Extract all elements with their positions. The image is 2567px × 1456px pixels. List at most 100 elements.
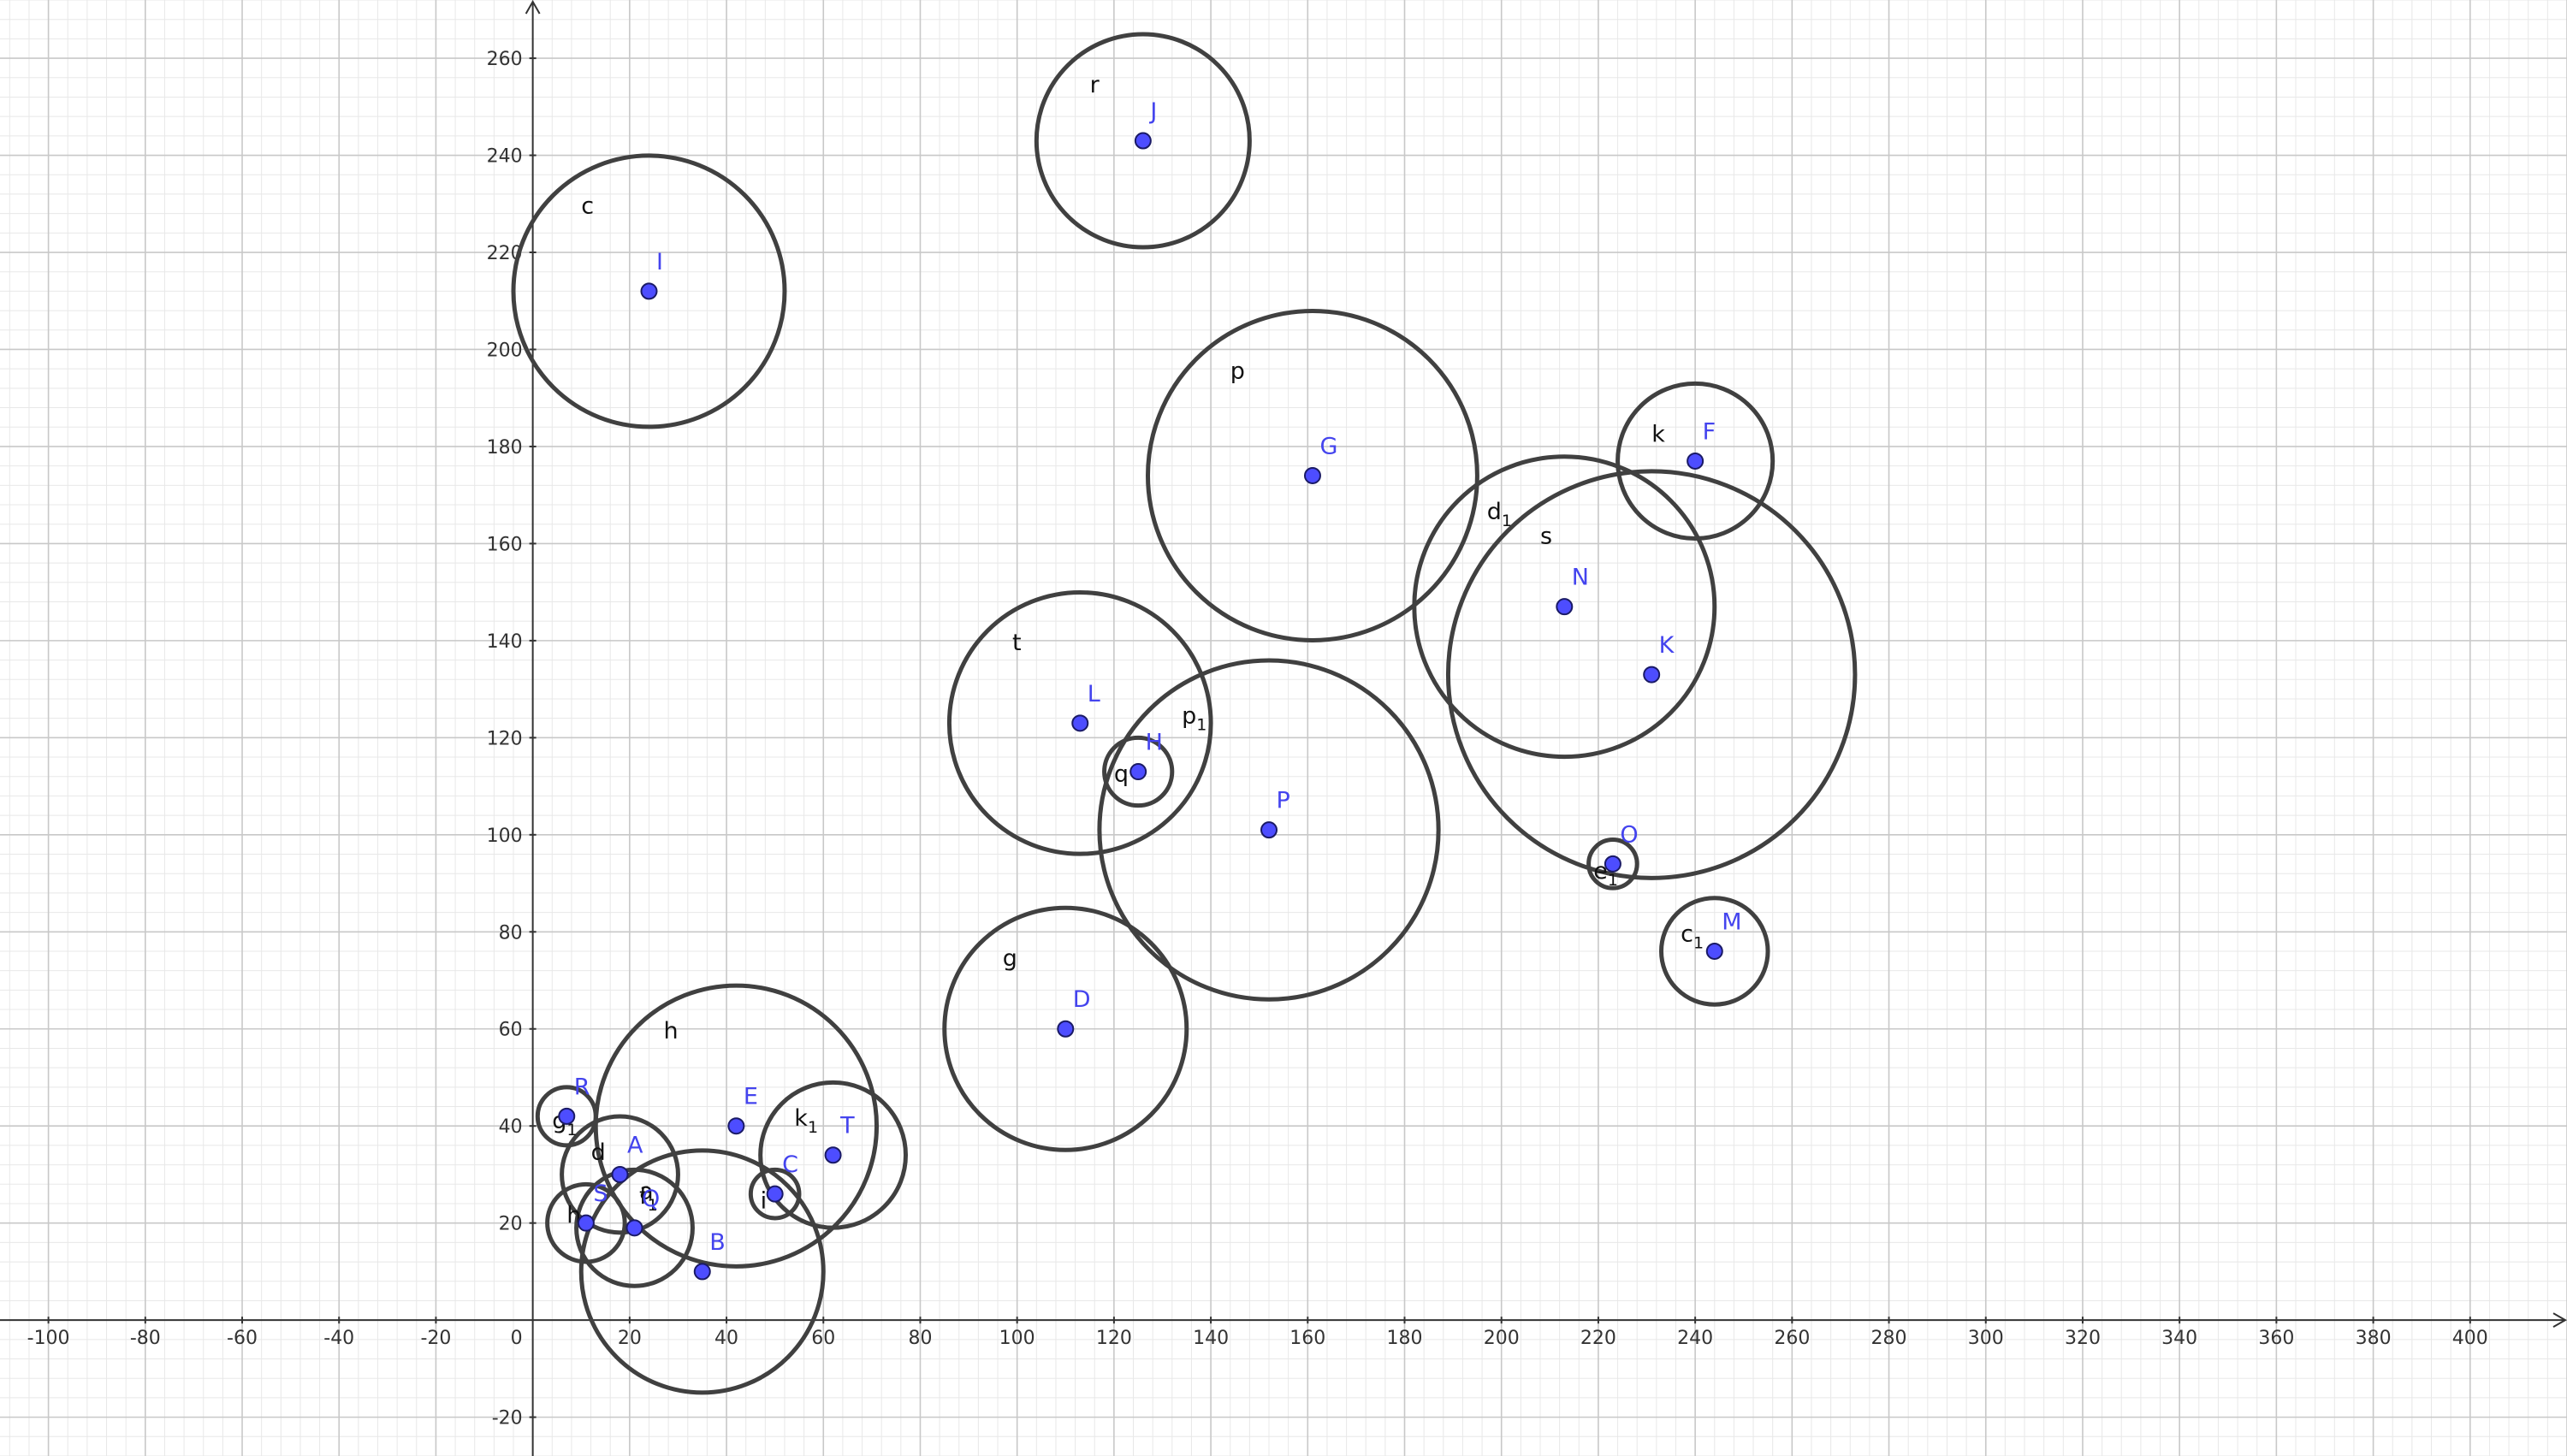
x-tick-label: 320 <box>2065 1328 2101 1349</box>
point-C[interactable] <box>766 1185 784 1203</box>
circle-d[interactable] <box>560 1114 680 1235</box>
circle-label-q: q <box>1114 761 1129 787</box>
y-tick-label: 40 <box>499 1116 523 1138</box>
y-tick-label: 120 <box>487 728 523 749</box>
circle-label-t: t <box>1012 630 1022 656</box>
point-R[interactable] <box>558 1107 576 1125</box>
point-A[interactable] <box>611 1165 629 1183</box>
x-tick-label: -60 <box>227 1328 258 1349</box>
point-T[interactable] <box>824 1146 842 1164</box>
point-label-P: P <box>1277 788 1290 814</box>
point-F[interactable] <box>1687 452 1704 470</box>
point-Q[interactable] <box>625 1219 643 1237</box>
x-tick-label: 160 <box>1289 1328 1325 1349</box>
x-tick-label: 260 <box>1774 1328 1810 1349</box>
point-P[interactable] <box>1260 821 1278 839</box>
circle-s[interactable] <box>1445 469 1858 880</box>
x-tick-label: 40 <box>714 1328 738 1349</box>
x-tick-label: -40 <box>323 1328 354 1349</box>
x-tick-label: 360 <box>2258 1328 2294 1349</box>
point-J[interactable] <box>1134 132 1152 150</box>
point-K[interactable] <box>1643 666 1661 684</box>
x-tick-label: -20 <box>420 1328 451 1349</box>
x-tick-label: 400 <box>2452 1328 2488 1349</box>
point-label-O: O <box>1620 821 1638 848</box>
circle-e1[interactable] <box>1586 837 1639 891</box>
circles-layer <box>511 32 1858 1395</box>
point-label-D: D <box>1073 986 1091 1013</box>
y-tick-label: 20 <box>499 1214 523 1235</box>
point-label-A: A <box>627 1132 643 1158</box>
x-tick-label: 220 <box>1580 1328 1616 1349</box>
y-tick-label: 260 <box>487 49 523 70</box>
point-G[interactable] <box>1303 466 1321 484</box>
circle-label-k1: k1 <box>794 1105 818 1137</box>
circle-label-d: d <box>591 1139 606 1166</box>
point-label-C: C <box>782 1151 798 1178</box>
circle-g1[interactable] <box>535 1085 598 1148</box>
y-axis-arrow <box>525 0 541 15</box>
points-layer <box>558 132 1723 1281</box>
point-label-Q: Q <box>642 1186 660 1212</box>
circle-h1[interactable] <box>545 1181 627 1264</box>
circle-p[interactable] <box>1146 309 1479 642</box>
circle-c[interactable] <box>511 153 787 429</box>
point-label-R: R <box>574 1074 590 1100</box>
y-tick-label: 80 <box>499 922 523 944</box>
circle-labels-layer: crpkd1stp1qe1c1ghk1g1df1h1ia <box>552 72 1704 1234</box>
point-label-G: G <box>1319 433 1337 459</box>
point-D[interactable] <box>1057 1020 1075 1038</box>
circle-q[interactable] <box>1102 735 1175 808</box>
point-label-M: M <box>1722 909 1741 935</box>
y-tick-label: 60 <box>499 1020 523 1041</box>
circle-label-e1: e1 <box>1593 858 1618 890</box>
point-label-B: B <box>709 1229 726 1256</box>
point-O[interactable] <box>1604 855 1621 873</box>
x-axis-arrow <box>2552 1312 2567 1329</box>
tick-labels: -100 -80 -60 -40 -20 20 40 60 80 100 120 140 160 180 2… <box>27 49 2488 1429</box>
point-M[interactable] <box>1705 942 1723 960</box>
y-tick-label: 140 <box>487 631 523 653</box>
x-tick-label: 240 <box>1677 1328 1713 1349</box>
circle-g[interactable] <box>942 905 1189 1152</box>
point-label-F: F <box>1703 418 1716 445</box>
circle-d1[interactable] <box>1412 454 1717 760</box>
x-tick-label: 120 <box>1096 1328 1132 1349</box>
point-S[interactable] <box>577 1214 595 1232</box>
point-L[interactable] <box>1071 714 1089 732</box>
point-N[interactable] <box>1556 598 1574 616</box>
circle-k1[interactable] <box>758 1080 908 1230</box>
point-I[interactable] <box>640 282 658 300</box>
circle-p1[interactable] <box>1097 658 1441 1002</box>
x-tick-label: 340 <box>2161 1328 2197 1349</box>
point-label-T: T <box>839 1113 855 1139</box>
x-tick-label: -80 <box>130 1328 161 1349</box>
circle-k[interactable] <box>1615 381 1776 542</box>
circle-a[interactable] <box>578 1148 826 1395</box>
point-label-I: I <box>656 249 663 275</box>
circle-t[interactable] <box>946 589 1213 856</box>
x-tick-label: 280 <box>1871 1328 1907 1349</box>
point-label-J: J <box>1148 98 1157 125</box>
circle-label-a: a <box>639 1178 654 1204</box>
circle-label-i: i <box>761 1188 768 1215</box>
y-tick-label: 180 <box>487 437 523 459</box>
circle-i[interactable] <box>748 1167 802 1221</box>
circle-c1[interactable] <box>1659 896 1770 1007</box>
circle-label-f1: f1 <box>639 1183 658 1215</box>
point-B[interactable] <box>693 1263 711 1281</box>
circle-label-p1: p1 <box>1182 702 1206 734</box>
circle-r[interactable] <box>1034 32 1252 250</box>
point-H[interactable] <box>1129 763 1147 781</box>
circle-label-k: k <box>1651 421 1665 447</box>
x-tick-label: 80 <box>908 1328 932 1349</box>
point-E[interactable] <box>727 1117 745 1135</box>
x-tick-label: -100 <box>27 1328 70 1349</box>
circle-label-h: h <box>663 1018 678 1045</box>
x-tick-label: 180 <box>1387 1328 1423 1349</box>
